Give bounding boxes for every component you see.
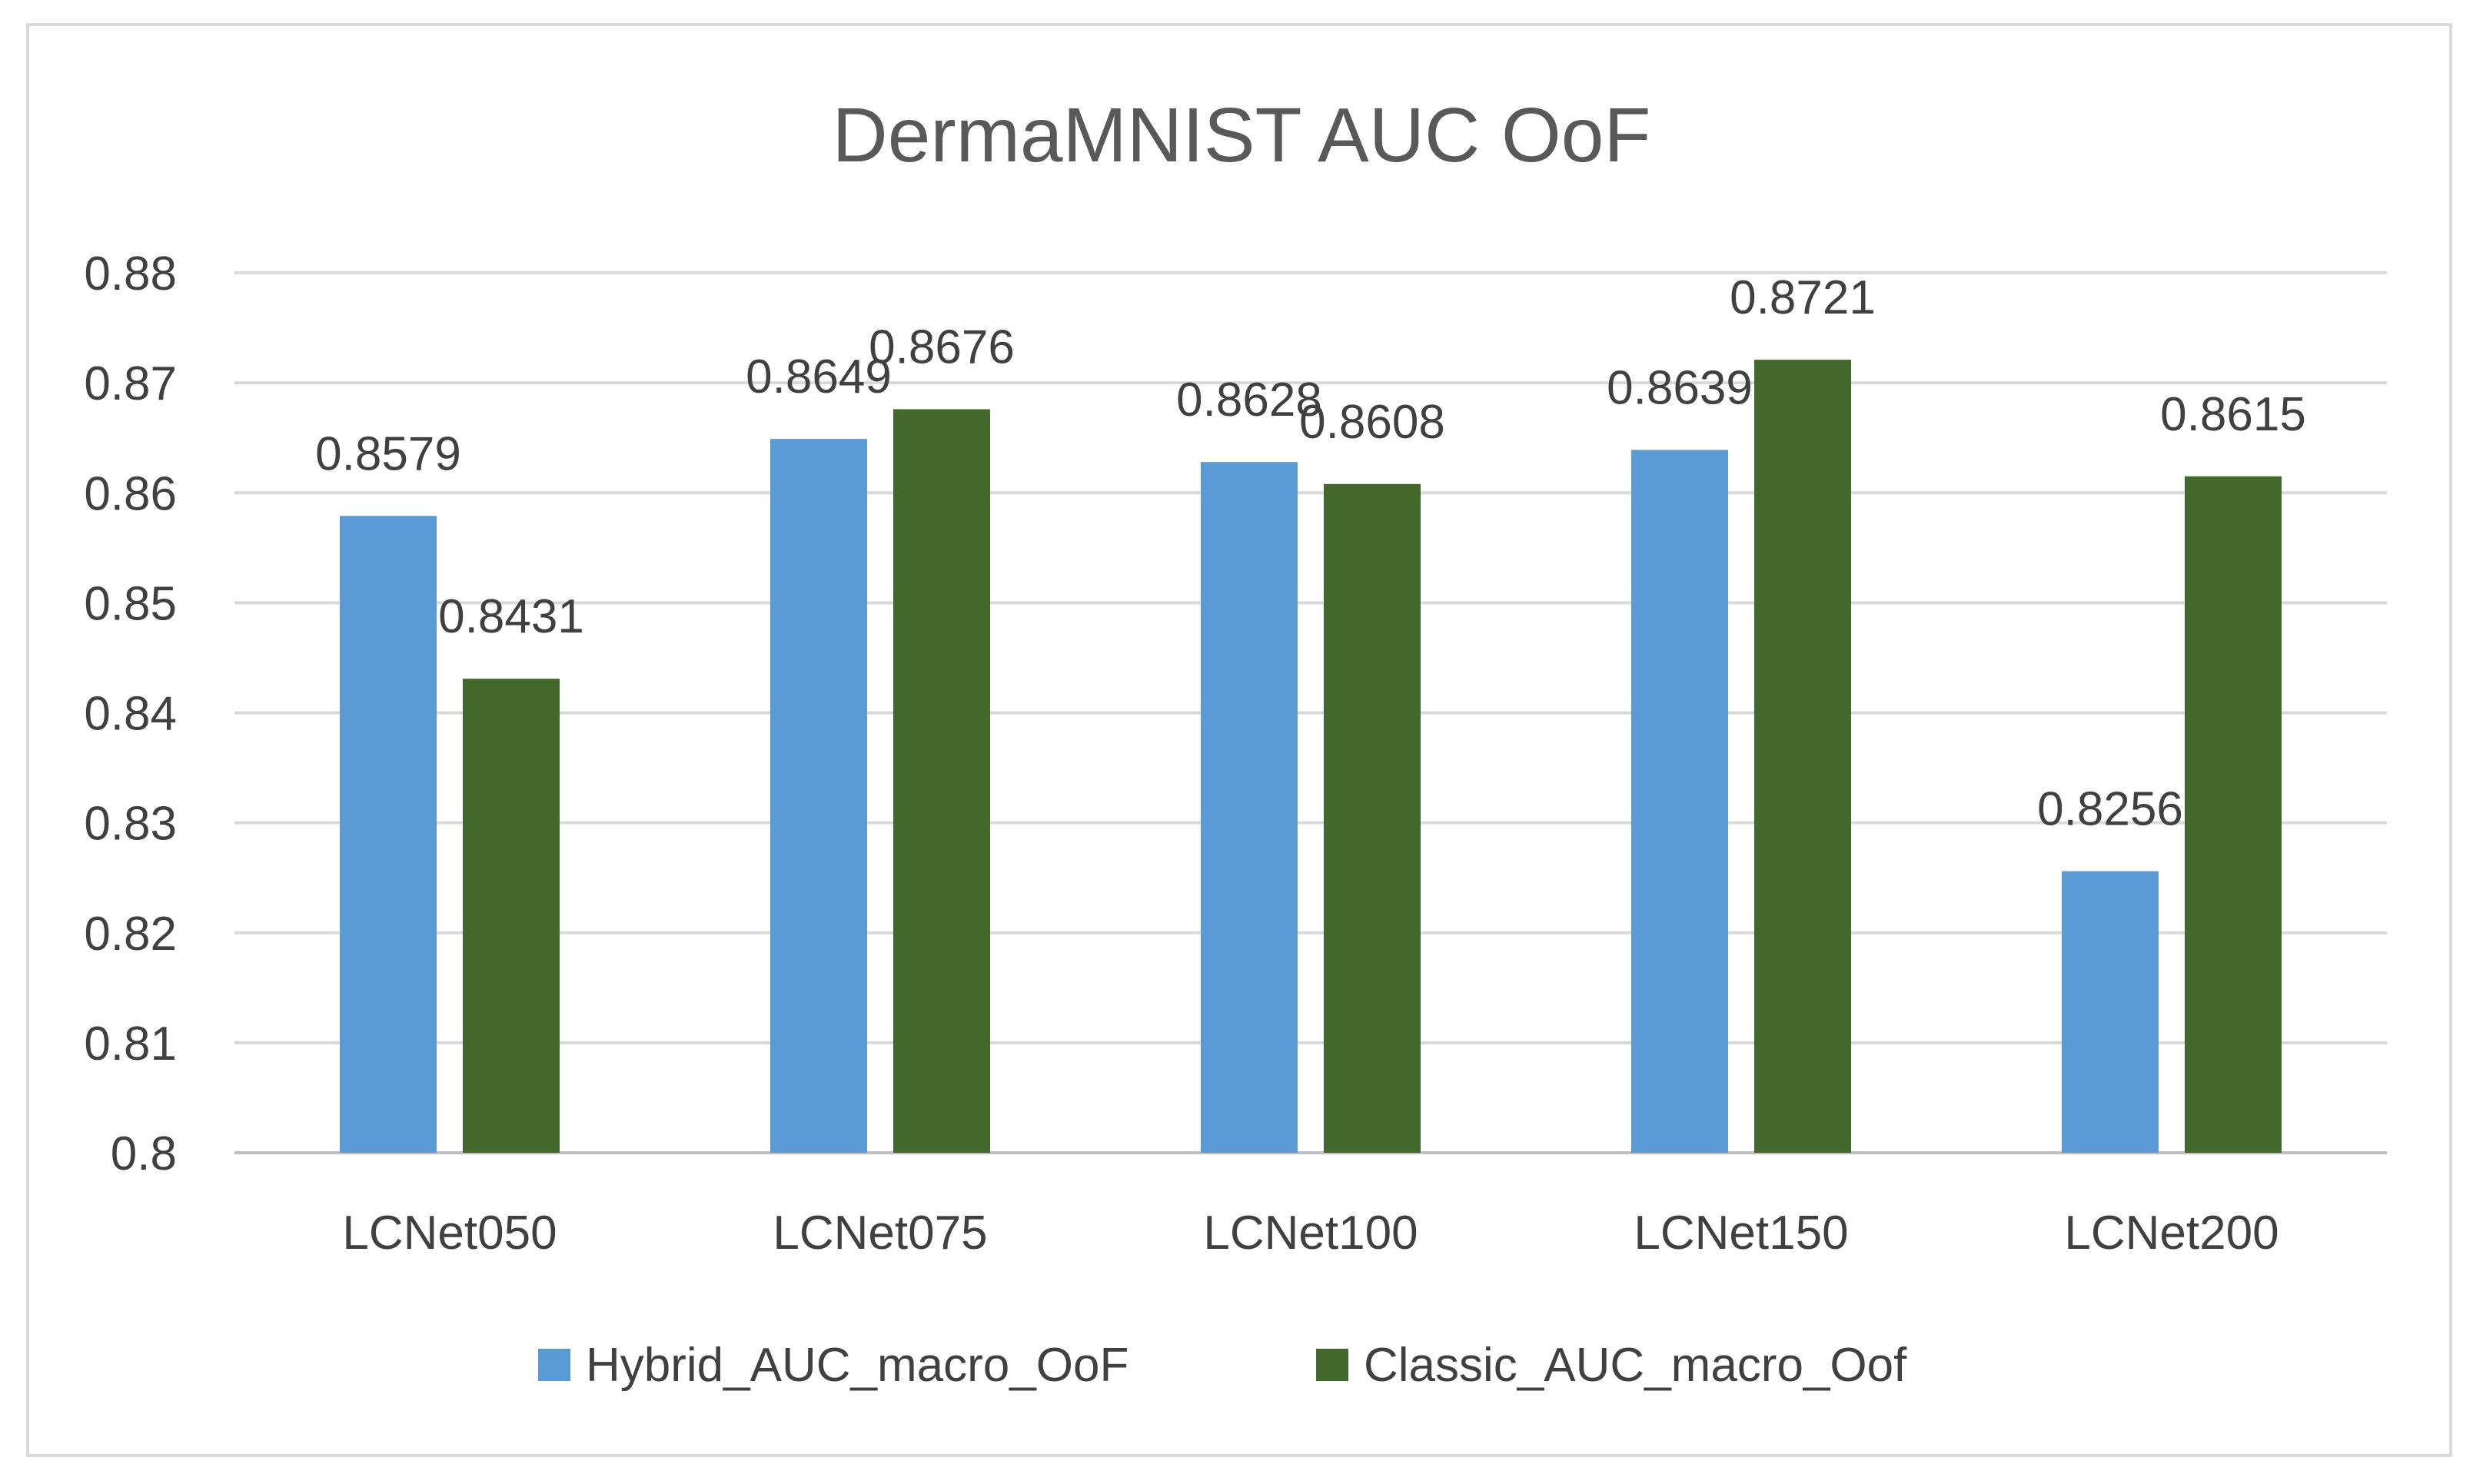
data-label: 0.8579 (315, 427, 461, 480)
gridlines (234, 271, 2387, 1154)
data-label: 0.8721 (1730, 271, 1876, 324)
data-label: 0.8256 (2037, 783, 2183, 836)
y-tick-label: 0.88 (84, 247, 177, 300)
y-tick-label: 0.85 (84, 577, 177, 630)
data-label: 0.8639 (1607, 361, 1753, 414)
bar-classic (1754, 360, 1851, 1154)
x-tick-label: LCNet150 (1634, 1207, 1848, 1260)
legend-label: Hybrid_AUC_macro_OoF (586, 1339, 1128, 1392)
data-label: 0.8628 (1176, 373, 1322, 427)
y-tick-label: 0.84 (84, 688, 177, 741)
data-label: 0.8676 (869, 320, 1015, 373)
y-tick-label: 0.8 (111, 1127, 177, 1180)
legend-swatch (1316, 1349, 1348, 1381)
legend-swatch (538, 1349, 570, 1381)
data-label: 0.8649 (746, 350, 892, 403)
chart-title: DermaMNIST AUC OoF (833, 92, 1651, 178)
y-tick-label: 0.87 (84, 357, 177, 410)
data-label: 0.8431 (438, 590, 584, 643)
y-tick-label: 0.82 (84, 908, 177, 961)
x-tick-label: LCNet075 (773, 1207, 987, 1260)
y-tick-label: 0.81 (84, 1018, 177, 1071)
bar-classic (463, 679, 560, 1153)
x-tick-label: LCNet050 (342, 1207, 557, 1260)
data-label: 0.8608 (1299, 396, 1445, 449)
data-label: 0.8615 (2160, 388, 2306, 441)
y-tick-label: 0.83 (84, 798, 177, 851)
legend: Hybrid_AUC_macro_OoF Classic_AUC_macro_Oo… (538, 1339, 1907, 1392)
x-axis-labels: LCNet050 LCNet075 LCNet100 LCNet150 LCNet200 (342, 1207, 2279, 1260)
bar-classic (1324, 483, 1421, 1153)
x-tick-label: LCNet100 (1203, 1207, 1418, 1260)
bar-hybrid (340, 516, 437, 1153)
bar-hybrid (770, 439, 867, 1153)
x-tick-label: LCNet200 (2064, 1207, 2279, 1260)
y-axis-ticks: 0.8 0.81 0.82 0.83 0.84 0.85 0.86 0.87 0.88 (84, 247, 177, 1180)
bars (340, 360, 2282, 1154)
bar-hybrid (2062, 871, 2159, 1153)
bar-hybrid (1631, 450, 1728, 1153)
y-tick-label: 0.86 (84, 467, 177, 520)
bar-hybrid (1201, 462, 1298, 1153)
bar-classic (893, 409, 990, 1153)
bar-classic (2185, 476, 2282, 1153)
legend-label: Classic_AUC_macro_Oof (1364, 1339, 1907, 1392)
